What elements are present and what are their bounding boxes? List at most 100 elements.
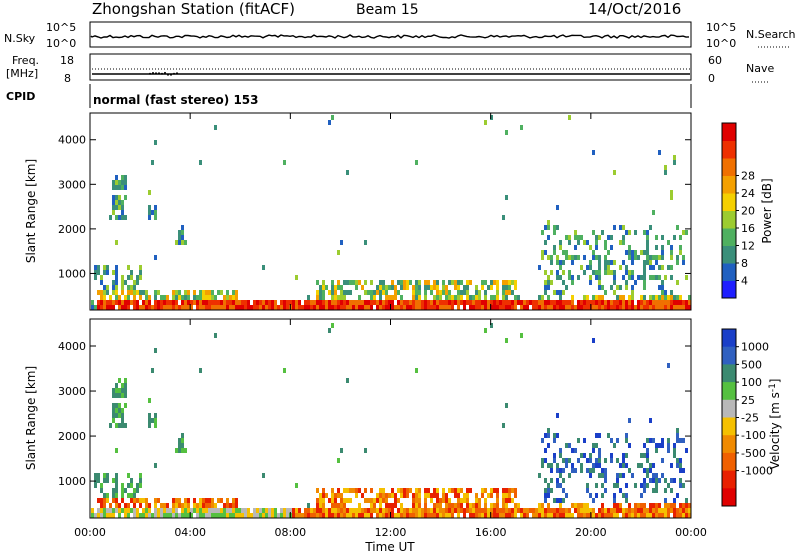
heatmap-cell	[598, 275, 601, 280]
heatmap-cell	[562, 305, 565, 310]
heatmap-cell	[595, 300, 598, 305]
heatmap-cell	[133, 285, 136, 290]
heatmap-cell	[493, 488, 496, 493]
heatmap-cell	[130, 270, 133, 275]
heatmap-cell	[226, 503, 229, 508]
heatmap-cell	[343, 305, 346, 310]
heatmap-cell	[595, 275, 598, 280]
heatmap-cell	[214, 508, 217, 513]
heatmap-cell	[238, 508, 241, 513]
heatmap-cell	[121, 180, 124, 185]
colorbar-swatch	[722, 263, 736, 281]
heatmap-cell	[670, 255, 673, 260]
heatmap-cell	[634, 250, 637, 255]
colorbar-tick-label: 500	[741, 358, 762, 371]
heatmap-cell	[226, 508, 229, 513]
heatmap-cell	[412, 513, 415, 518]
heatmap-cell	[103, 493, 106, 498]
heatmap-cell	[385, 300, 388, 305]
heatmap-cell	[484, 305, 487, 310]
x-tick-label: 00:00	[675, 526, 707, 539]
heatmap-cell	[685, 300, 688, 305]
heatmap-cell	[331, 323, 334, 328]
heatmap-cell	[424, 285, 427, 290]
heatmap-cell	[646, 508, 649, 513]
heatmap-cell	[571, 448, 574, 453]
heatmap-cell	[637, 275, 640, 280]
heatmap-cell	[469, 300, 472, 305]
heatmap-cell	[583, 503, 586, 508]
heatmap-cell	[346, 280, 349, 285]
heatmap-cell	[97, 300, 100, 305]
heatmap-cell	[391, 508, 394, 513]
heatmap-cell	[667, 305, 670, 310]
heatmap-cell	[526, 513, 529, 518]
heatmap-cell	[208, 503, 211, 508]
heatmap-cell	[358, 508, 361, 513]
heatmap-cell	[544, 433, 547, 438]
heatmap-cell	[559, 473, 562, 478]
heatmap-cell	[562, 250, 565, 255]
heatmap-cell	[625, 305, 628, 310]
heatmap-cell	[121, 305, 124, 310]
colorbar-swatch	[722, 399, 736, 418]
heatmap-cell	[103, 295, 106, 300]
heatmap-cell	[379, 305, 382, 310]
heatmap-cell	[235, 508, 238, 513]
heatmap-cell	[154, 140, 157, 145]
heatmap-cell	[187, 498, 190, 503]
heatmap-cell	[577, 508, 580, 513]
heatmap-cell	[349, 508, 352, 513]
heatmap-cell	[625, 508, 628, 513]
heatmap-cell	[505, 338, 508, 343]
heatmap-cell	[181, 295, 184, 300]
heatmap-cell	[121, 493, 124, 498]
heatmap-cell	[580, 305, 583, 310]
heatmap-cell	[223, 508, 226, 513]
heatmap-cell	[568, 473, 571, 478]
heatmap-cell	[106, 478, 109, 483]
heatmap-cell	[559, 295, 562, 300]
heatmap-cell	[112, 493, 115, 498]
heatmap-cell	[124, 300, 127, 305]
heatmap-cell	[556, 225, 559, 230]
heatmap-cell	[259, 305, 262, 310]
heatmap-cell	[472, 305, 475, 310]
heatmap-cell	[676, 513, 679, 518]
heatmap-cell	[607, 260, 610, 265]
heatmap-cell	[340, 503, 343, 508]
heatmap-cell	[616, 438, 619, 443]
heatmap-cell	[637, 463, 640, 468]
heatmap-cell	[337, 300, 340, 305]
heatmap-cell	[157, 290, 160, 295]
heatmap-cell	[184, 295, 187, 300]
heatmap-cell	[247, 513, 250, 518]
heatmap-cell	[520, 508, 523, 513]
heatmap-cell	[577, 458, 580, 463]
heatmap-cell	[646, 448, 649, 453]
heatmap-cell	[211, 305, 214, 310]
heatmap-cell	[679, 250, 682, 255]
heatmap-cell	[622, 473, 625, 478]
heatmap-cell	[337, 250, 340, 255]
heatmap-cell	[505, 195, 508, 200]
heatmap-cell	[550, 508, 553, 513]
heatmap-cell	[343, 513, 346, 518]
heatmap-cell	[580, 508, 583, 513]
heatmap-cell	[586, 295, 589, 300]
heatmap-cell	[418, 488, 421, 493]
heatmap-cell	[166, 305, 169, 310]
heatmap-cell	[676, 305, 679, 310]
heatmap-cell	[643, 280, 646, 285]
heatmap-cell	[424, 498, 427, 503]
heatmap-cell	[259, 300, 262, 305]
heatmap-cell	[124, 180, 127, 185]
heatmap-cell	[595, 443, 598, 448]
heatmap-cell	[178, 230, 181, 235]
heatmap-cell	[115, 393, 118, 398]
heatmap-cell	[148, 508, 151, 513]
heatmap-cell	[121, 290, 124, 295]
heatmap-cell	[268, 508, 271, 513]
heatmap-cell	[616, 473, 619, 478]
